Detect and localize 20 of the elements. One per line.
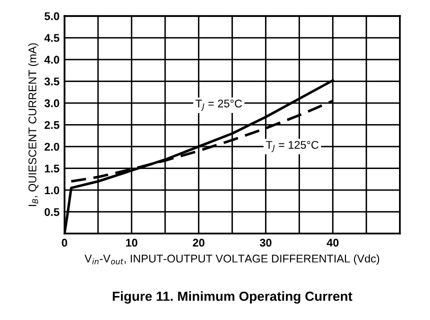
y-tick-label: 0.5 [44,208,60,216]
y-tick-label: 3.0 [44,99,60,108]
x-tick-label: 30 [260,238,272,247]
y-tick-label: 1.5 [44,164,60,172]
x-axis-title: V$_{in}$-V$_{out}$, INPUT-OUTPUT VOLTAGE DIFFERENTIAL (Vdc) [84,254,380,265]
series-label: T$_{J}$ = 125°C [266,140,318,152]
y-tick-label: 2.5 [44,121,60,129]
x-tick-label: 10 [126,238,138,247]
y-tick-label: 2.0 [44,142,60,151]
text: Figure 11. Minimum Operating Current [112,291,352,304]
y-tick-label: 4.0 [44,56,60,64]
y-tick-label: 4.5 [44,34,60,42]
series-label: T$_{J}$ = 25°C [196,100,242,111]
x-tick-label: 40 [326,238,339,247]
y-tick-label: 1.0 [44,186,60,194]
y-tick-label: 3.5 [44,78,60,86]
y-axis-title: I$_{B}$, QUIESCENT CURRENT (mA) [28,43,39,206]
x-tick-label: 20 [192,238,204,247]
x-tick-label: 0 [62,238,68,247]
y-tick-label: 5.0 [44,12,60,20]
